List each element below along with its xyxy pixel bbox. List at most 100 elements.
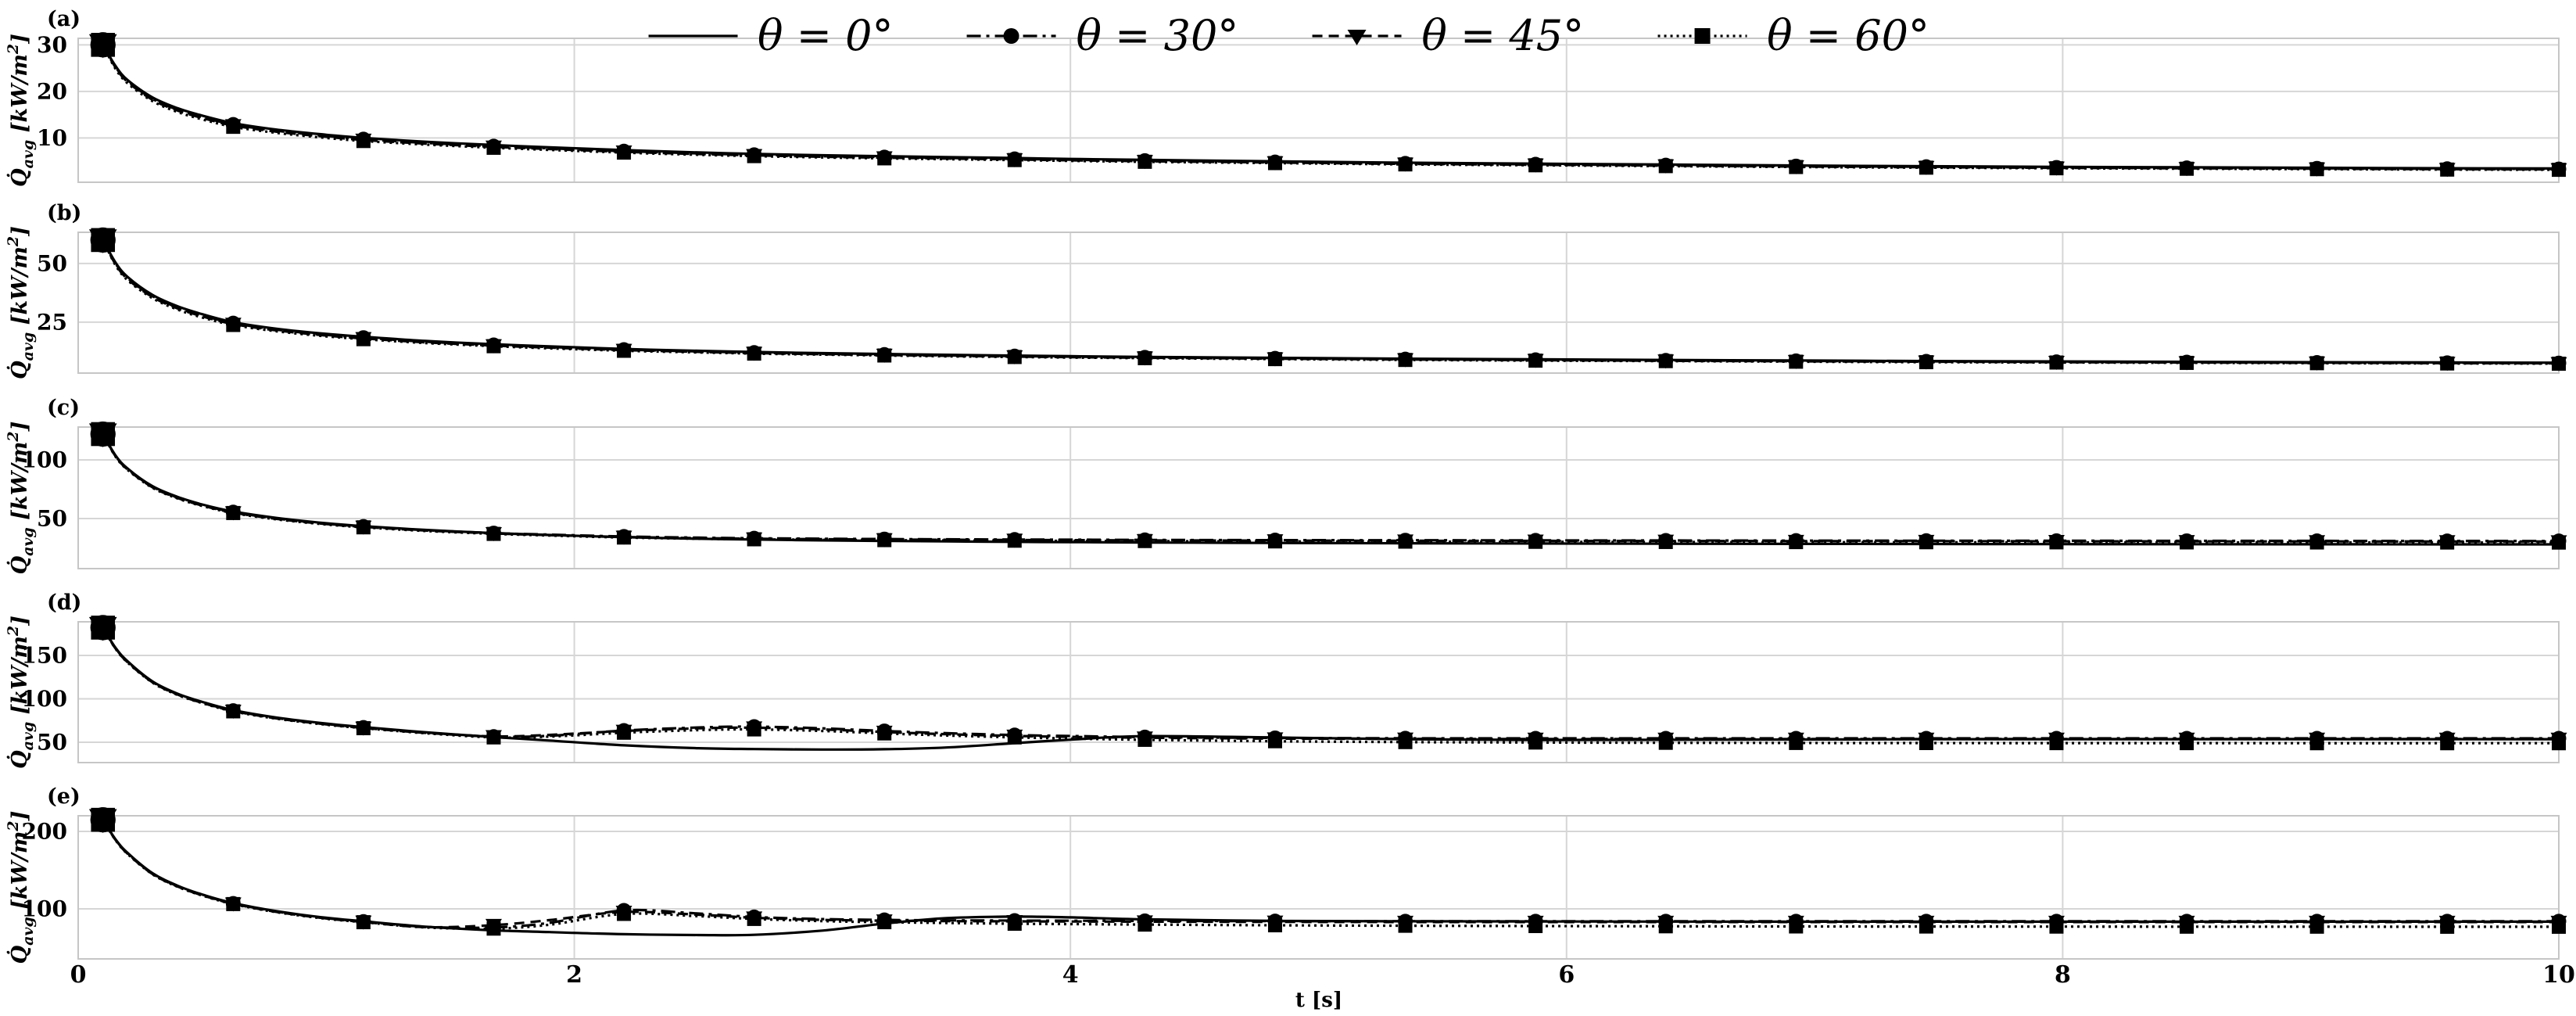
square-marker — [2309, 736, 2324, 751]
series-markers-θ=60° — [91, 807, 2566, 936]
y-tick-label: 10 — [37, 125, 67, 151]
y-axis-label: Q̇avg [kW/m2] — [5, 226, 37, 379]
x-tick-label: 4 — [1062, 961, 1079, 989]
legend-label-theta-60: θ = 60° — [1767, 11, 1929, 60]
legend-line-sample-theta-45-icon — [1312, 29, 1402, 45]
subplot-d: 50 100 150 (d) Q̇avg [kW/m2] — [5, 591, 2567, 769]
x-tick-label: 8 — [2055, 961, 2071, 989]
square-marker — [1138, 917, 1152, 932]
series-line-θ=60° — [102, 44, 2560, 171]
square-marker — [486, 526, 501, 541]
legend-item-theta-30: θ = 30° — [966, 11, 1239, 60]
square-marker — [877, 348, 892, 363]
square-marker — [617, 343, 632, 358]
panel-label: (b) — [47, 201, 81, 225]
series-markers-θ=60° — [91, 422, 2566, 550]
square-marker — [2309, 356, 2324, 371]
square-marker — [1658, 159, 1673, 174]
square-marker — [2049, 736, 2064, 751]
square-marker — [486, 140, 501, 155]
square-marker — [2309, 919, 2324, 934]
legend-line-sample-theta-0-icon — [648, 34, 738, 38]
series-markers-θ=45° — [88, 809, 2567, 933]
square-marker — [747, 911, 761, 926]
x-tick-label: 0 — [70, 961, 87, 989]
panel-label: (d) — [47, 591, 81, 615]
panel-label: (e) — [47, 784, 81, 809]
square-marker — [1789, 535, 1804, 550]
panel-label: (c) — [47, 396, 80, 420]
square-marker — [877, 726, 892, 741]
square-marker — [2552, 357, 2566, 371]
series-line-θ=60° — [102, 239, 2560, 365]
square-marker — [1658, 735, 1673, 750]
square-marker — [1007, 350, 1022, 364]
square-marker — [1267, 534, 1282, 549]
series-markers-θ=30° — [90, 806, 2567, 935]
square-marker — [1919, 535, 1933, 550]
y-tick-label: 20 — [37, 78, 67, 104]
square-marker — [1658, 354, 1673, 368]
x-axis-label: t [s] — [1295, 989, 1342, 1012]
square-marker — [1267, 352, 1282, 367]
square-marker — [91, 33, 116, 57]
square-marker — [1528, 354, 1543, 368]
square-marker — [1138, 154, 1152, 169]
square-marker — [1267, 156, 1282, 171]
series-line-θ=30° — [102, 626, 2559, 740]
series-markers-θ=60° — [91, 616, 2566, 751]
y-axis-label: Q̇avg [kW/m2] — [5, 422, 37, 575]
y-tick-label: 50 — [37, 250, 67, 276]
square-marker — [747, 722, 761, 737]
y-tick-label: 50 — [37, 730, 67, 756]
legend-label-theta-45: θ = 45° — [1421, 11, 1585, 60]
axes-frame — [77, 815, 2560, 960]
series-line-θ=60° — [102, 819, 2559, 931]
square-marker — [356, 520, 371, 535]
square-marker — [1267, 734, 1282, 749]
gridlines — [78, 427, 2559, 569]
series-line-θ=0° — [102, 44, 2560, 170]
y-tick-label: 25 — [37, 309, 67, 335]
square-marker — [2309, 162, 2324, 177]
series-line-θ=45° — [102, 626, 2559, 741]
panel-label: (a) — [47, 7, 81, 31]
y-tick-label: 50 — [37, 505, 67, 531]
series-line-θ=0° — [102, 626, 2559, 751]
square-marker — [1789, 919, 1804, 934]
square-marker — [2180, 736, 2194, 751]
square-marker — [2440, 535, 2455, 550]
series-markers-θ=30° — [90, 227, 2567, 371]
legend-line-sample-theta-60-icon — [1657, 27, 1747, 44]
legend: θ = 0° θ = 30° θ = 45° θ = 60° — [647, 11, 1929, 60]
square-marker — [2049, 919, 2064, 934]
square-marker — [226, 120, 241, 135]
square-marker — [877, 533, 892, 547]
square-marker — [1138, 350, 1152, 365]
square-marker — [2049, 535, 2064, 550]
square-marker — [1007, 153, 1022, 167]
axes-frame — [77, 426, 2560, 569]
subplot-a: 10 20 30(a) Q̇avg [kW/m2] — [5, 7, 2567, 187]
y-tick-label: 200 — [22, 819, 67, 845]
series-line-θ=45° — [102, 44, 2560, 171]
square-marker — [2309, 535, 2324, 550]
square-marker — [486, 921, 501, 936]
gridlines — [78, 232, 2559, 373]
square-marker — [2440, 162, 2455, 177]
square-marker — [1919, 736, 1933, 751]
square-marker — [2180, 355, 2194, 370]
y-tick-label: 100 — [22, 447, 67, 472]
square-marker — [226, 896, 241, 911]
axes-frame — [77, 232, 2560, 374]
circle-marker-icon — [1003, 27, 1019, 44]
square-marker — [486, 339, 501, 354]
series-markers-θ=45° — [88, 229, 2567, 372]
square-marker — [747, 532, 761, 547]
series-markers-θ=60° — [91, 228, 2566, 371]
series-markers-θ=45° — [88, 616, 2567, 747]
legend-label-theta-30: θ = 30° — [1076, 11, 1239, 60]
axes-frame — [77, 38, 2560, 183]
square-marker — [2049, 355, 2064, 370]
